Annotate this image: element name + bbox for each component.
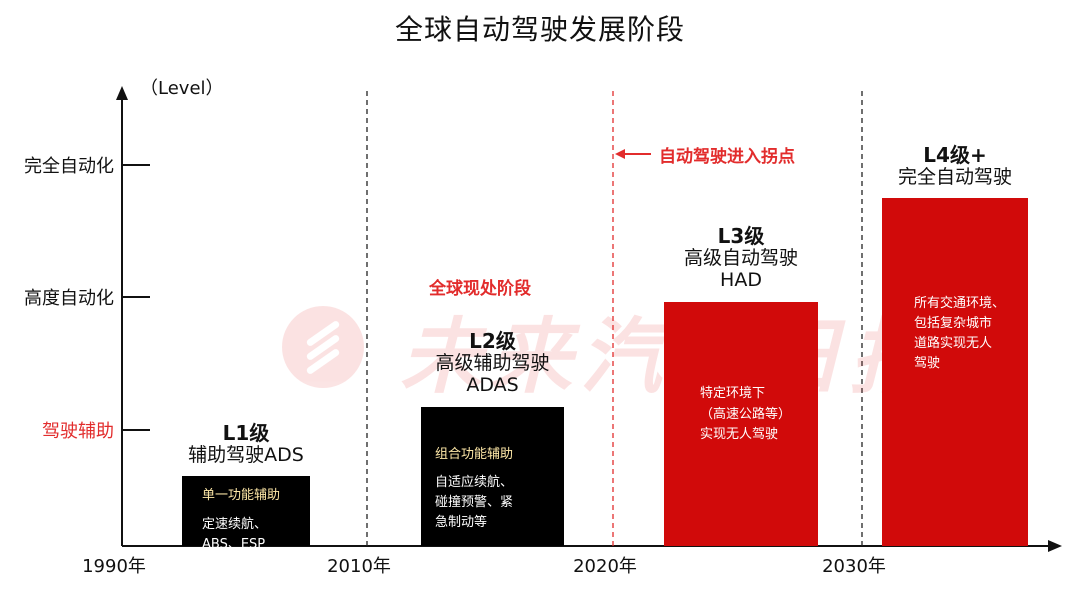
stage-bar-line: 碰撞预警、紧 (435, 495, 514, 511)
stage-header: L3级 高级自动驾驶 HAD (684, 225, 798, 292)
stage-name-label: 高级辅助驾驶 (435, 351, 550, 374)
stage-bar-line: 定速续航、 (202, 516, 268, 532)
x-tick-label: 1990年 (82, 556, 146, 577)
stage-bar-line: 单一功能辅助 (202, 488, 281, 504)
stage-name-label: 辅助驾驶ADS (188, 444, 304, 467)
stage-name-label: 高级自动驾驶 (683, 247, 799, 270)
stage-bar-line (435, 465, 513, 473)
stage-bar-description: 单一功能辅助 定速续航、 ABS、ESP (202, 486, 280, 554)
current-stage-callout: 全球现处阶段 (429, 279, 531, 299)
stage-bar-line: 实现无人驾驶 (700, 426, 779, 442)
stage-bar-line: 驾驶 (914, 356, 941, 372)
chart-title: 全球自动驾驶发展阶段 (394, 13, 685, 46)
stage-bar (182, 476, 310, 546)
stage-header: L2级 高级辅助驾驶 ADAS (435, 328, 550, 397)
x-tick-label: 2030年 (822, 556, 886, 577)
stage-abbr-label: ADAS (466, 373, 519, 396)
stage-level-label: L3级 (717, 224, 765, 249)
y-axis-arrow-icon (116, 86, 128, 100)
stage-name-label: 完全自动驾驶 (897, 166, 1013, 188)
stage-bar (664, 302, 818, 546)
stage-header: L1级 辅助驾驶ADS (188, 422, 304, 467)
stage-bar-description: 组合功能辅助 自适应续航、 碰撞预警、紧 急制动等 (435, 445, 513, 534)
stage-bar-line: （高速公路等） (700, 406, 792, 422)
stage-bar (421, 406, 564, 546)
stage-bar-line: 道路实现无人 (914, 336, 993, 352)
stage-abbr-label: HAD (720, 269, 762, 292)
y-axis-unit-label: （Level） (140, 78, 224, 99)
y-tick-label: 驾驶辅助 (42, 421, 114, 442)
x-tick-label: 2020年 (573, 556, 637, 577)
y-tick-label: 完全自动化 (24, 156, 114, 177)
turning-point-callout: 自动驾驶进入拐点 (659, 147, 795, 167)
stage-bar-line: 自适应续航、 (435, 474, 514, 490)
stage-bar-line: 特定环境下 (700, 386, 766, 402)
stage-bar-line: 急制动等 (435, 515, 488, 531)
stage-bar (882, 198, 1028, 546)
turning-point-arrow-icon (615, 149, 625, 159)
stage-bar-line: ABS、ESP (202, 536, 266, 552)
x-axis-arrow-icon (1048, 540, 1062, 552)
stage-header: L4级+ 完全自动驾驶 (898, 144, 1012, 189)
stage-bar-line: 包括复杂城市 (914, 316, 993, 332)
stage-bar-description: 所有交通环境、 包括复杂城市 道路实现无人 驾驶 (914, 294, 1005, 375)
stage-level-label: L1级 (222, 421, 270, 446)
stage-level-label: L2级 (469, 328, 516, 353)
stage-bar-line: 组合功能辅助 (435, 446, 514, 462)
stage-bar-line (202, 507, 280, 515)
y-tick-label: 高度自动化 (24, 288, 114, 309)
stage-bar-description: 特定环境下 （高速公路等） 实现无人驾驶 (700, 384, 791, 444)
x-tick-label: 2010年 (327, 556, 391, 577)
stage-level-label: L4级+ (923, 143, 987, 167)
stage-bar-line: 所有交通环境、 (914, 296, 1006, 311)
